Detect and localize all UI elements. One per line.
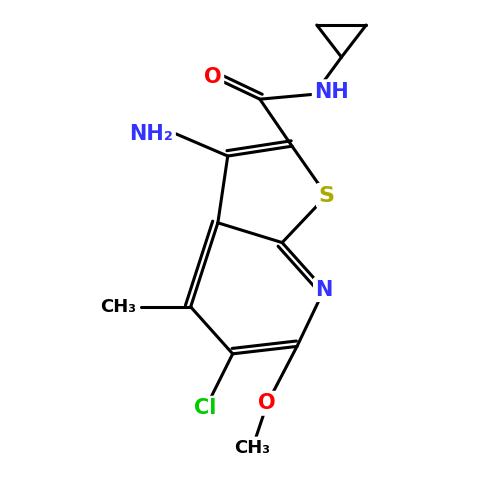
Text: O: O <box>258 394 276 413</box>
Text: CH₃: CH₃ <box>234 439 270 457</box>
Text: S: S <box>318 186 334 206</box>
Text: Cl: Cl <box>194 398 216 418</box>
Text: NH₂: NH₂ <box>130 124 174 144</box>
Text: O: O <box>204 67 222 87</box>
Text: CH₃: CH₃ <box>100 298 136 316</box>
Text: NH: NH <box>314 82 349 102</box>
Text: N: N <box>316 280 333 299</box>
